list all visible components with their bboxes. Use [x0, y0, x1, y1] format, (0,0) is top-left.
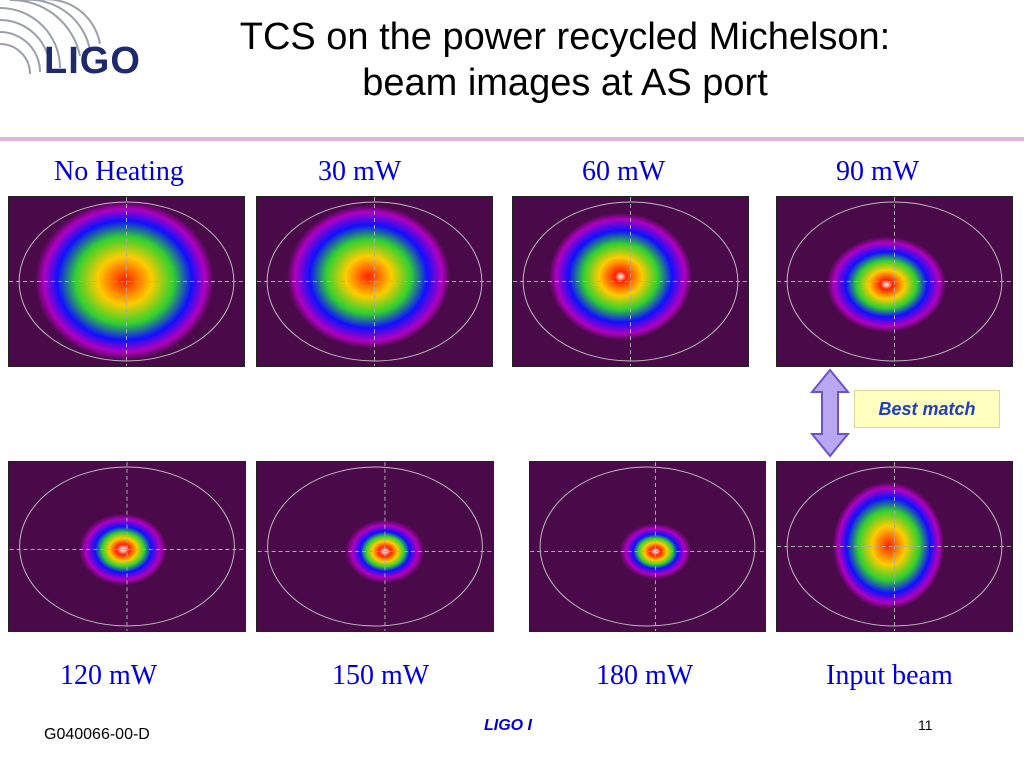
title-divider — [0, 137, 1024, 141]
label-60mw: 60 mW — [582, 156, 666, 187]
ligo-logo: LIGO — [44, 40, 141, 82]
double-arrow-icon — [810, 368, 850, 458]
label-30mw: 30 mW — [318, 156, 402, 187]
beam-image-90mw — [776, 196, 1013, 367]
beam-image-120mw — [8, 461, 246, 632]
beam-image-180mw — [529, 461, 766, 632]
ligo-logo-swirl-icon — [0, 0, 101, 75]
best-match-callout: Best match — [854, 390, 1000, 428]
slide-title: TCS on the power recycled Michelson: bea… — [150, 14, 980, 106]
label-180mw: 180 mW — [596, 660, 694, 691]
title-line-1: TCS on the power recycled Michelson: — [239, 16, 891, 58]
beam-image-input-beam — [776, 461, 1013, 632]
beam-image-30mw — [256, 196, 493, 367]
label-150mw: 150 mW — [332, 660, 430, 691]
label-input-beam: Input beam — [826, 660, 953, 691]
footer-document-id: G040066-00-D — [44, 726, 150, 743]
beam-image-60mw — [512, 196, 749, 367]
label-no-heating: No Heating — [54, 156, 184, 187]
beam-image-150mw — [256, 461, 494, 632]
title-line-2: beam images at AS port — [362, 62, 768, 104]
page-number: 11 — [918, 717, 933, 733]
label-120mw: 120 mW — [60, 660, 158, 691]
label-90mw: 90 mW — [836, 156, 920, 187]
beam-image-no-heating — [8, 196, 245, 367]
footer-ligo-label: LIGO I — [484, 717, 532, 734]
